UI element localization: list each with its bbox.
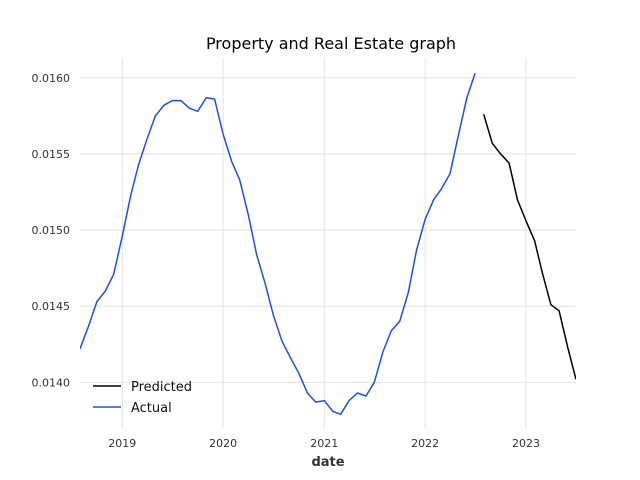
x-tick-label: 2022 (411, 437, 439, 450)
legend-label-actual: Actual (131, 401, 172, 416)
x-tick-label: 2023 (512, 437, 540, 450)
y-tick-label: 0.0145 (32, 300, 71, 313)
y-tick-label: 0.0155 (32, 148, 71, 161)
x-tick-label: 2020 (209, 437, 237, 450)
legend-label-predicted: Predicted (131, 380, 192, 395)
y-axis-ticks: 0.0140 0.0145 0.0150 0.0155 0.0160 (32, 72, 71, 390)
y-tick-label: 0.0140 (32, 376, 71, 389)
series-line-predicted (482, 114, 576, 380)
x-tick-label: 2019 (108, 437, 136, 450)
series-line-actual (80, 72, 476, 416)
x-tick-label: 2021 (310, 437, 338, 450)
x-axis-ticks: 2019 2020 2021 2022 2023 (108, 437, 540, 450)
y-tick-label: 0.0150 (32, 224, 71, 237)
legend: Predicted Actual (93, 380, 192, 416)
chart-title: Property and Real Estate graph (206, 34, 456, 53)
y-tick-label: 0.0160 (32, 72, 71, 85)
grid-lines (80, 58, 576, 428)
series-lines (80, 72, 576, 416)
x-axis-label: date (311, 455, 344, 470)
